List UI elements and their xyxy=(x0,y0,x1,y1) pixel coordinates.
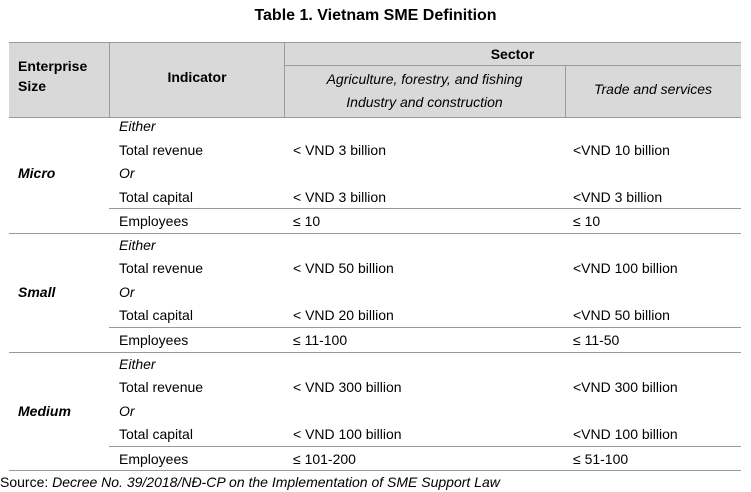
row-total-revenue: Total revenue xyxy=(119,260,204,276)
value-col1: ≤ 10 xyxy=(293,213,321,229)
row-total-capital: Total capital xyxy=(119,307,193,323)
row-total-capital: Total capital xyxy=(119,426,193,442)
row-or: Or xyxy=(119,284,135,300)
value-col1: ≤ 11-100 xyxy=(293,332,348,348)
source-note: Source: Decree No. 39/2018/NĐ-CP on the … xyxy=(0,473,500,491)
row-employees: Employees xyxy=(119,332,189,348)
group-separator xyxy=(9,352,741,353)
row-or: Or xyxy=(119,165,135,181)
row-either: Either xyxy=(119,237,156,253)
header-sector-col1-line2: Industry and construction xyxy=(346,94,503,110)
value-col1: < VND 100 billion xyxy=(293,426,402,442)
value-col2: ≤ 51-100 xyxy=(573,451,629,467)
value-col2: <VND 100 billion xyxy=(573,260,678,276)
size-medium: Medium xyxy=(18,403,71,419)
row-employees: Employees xyxy=(119,213,189,229)
size-small: Small xyxy=(18,284,56,300)
row-total-capital: Total capital xyxy=(119,189,193,205)
employees-separator xyxy=(109,327,741,328)
row-employees: Employees xyxy=(119,451,189,467)
value-col2: <VND 3 billion xyxy=(573,189,663,205)
table-title: Table 1. Vietnam SME Definition xyxy=(254,7,497,24)
header-sector-col1-line1: Agriculture, forestry, and fishing xyxy=(326,71,523,87)
group-separator xyxy=(9,233,741,234)
employees-separator xyxy=(109,208,741,209)
source-citation: Decree No. 39/2018/NĐ-CP on the Implemen… xyxy=(52,474,500,490)
value-col2: <VND 50 billion xyxy=(573,307,670,323)
header-sector-col2: Trade and services xyxy=(593,81,712,97)
header-divider-2 xyxy=(284,42,285,117)
header-indicator: Indicator xyxy=(167,69,227,85)
row-or: Or xyxy=(119,403,135,419)
value-col1: < VND 300 billion xyxy=(293,379,402,395)
row-either: Either xyxy=(119,118,156,134)
value-col1: ≤ 101-200 xyxy=(293,451,356,467)
value-col2: <VND 100 billion xyxy=(573,426,678,442)
value-col1: < VND 20 billion xyxy=(293,307,394,323)
value-col1: < VND 50 billion xyxy=(293,260,394,276)
value-col2: <VND 300 billion xyxy=(573,379,678,395)
header-enterprise-size-2: Size xyxy=(18,78,47,94)
value-col2: ≤ 11-50 xyxy=(573,332,620,348)
table-header xyxy=(9,42,741,118)
table-bottom-border xyxy=(9,470,741,471)
header-divider-3 xyxy=(565,66,566,117)
sector-underline xyxy=(284,65,741,66)
row-total-revenue: Total revenue xyxy=(119,142,204,158)
size-micro: Micro xyxy=(18,165,56,181)
employees-separator xyxy=(109,446,741,447)
value-col2: <VND 10 billion xyxy=(573,142,670,158)
value-col2: ≤ 10 xyxy=(573,213,601,229)
row-either: Either xyxy=(119,356,156,372)
value-col1: < VND 3 billion xyxy=(293,189,386,205)
source-prefix: Source: xyxy=(0,474,53,490)
header-enterprise-size-1: Enterprise xyxy=(18,58,88,74)
header-sector: Sector xyxy=(490,46,535,62)
row-total-revenue: Total revenue xyxy=(119,379,204,395)
value-col1: < VND 3 billion xyxy=(293,142,386,158)
header-divider-1 xyxy=(109,42,110,117)
